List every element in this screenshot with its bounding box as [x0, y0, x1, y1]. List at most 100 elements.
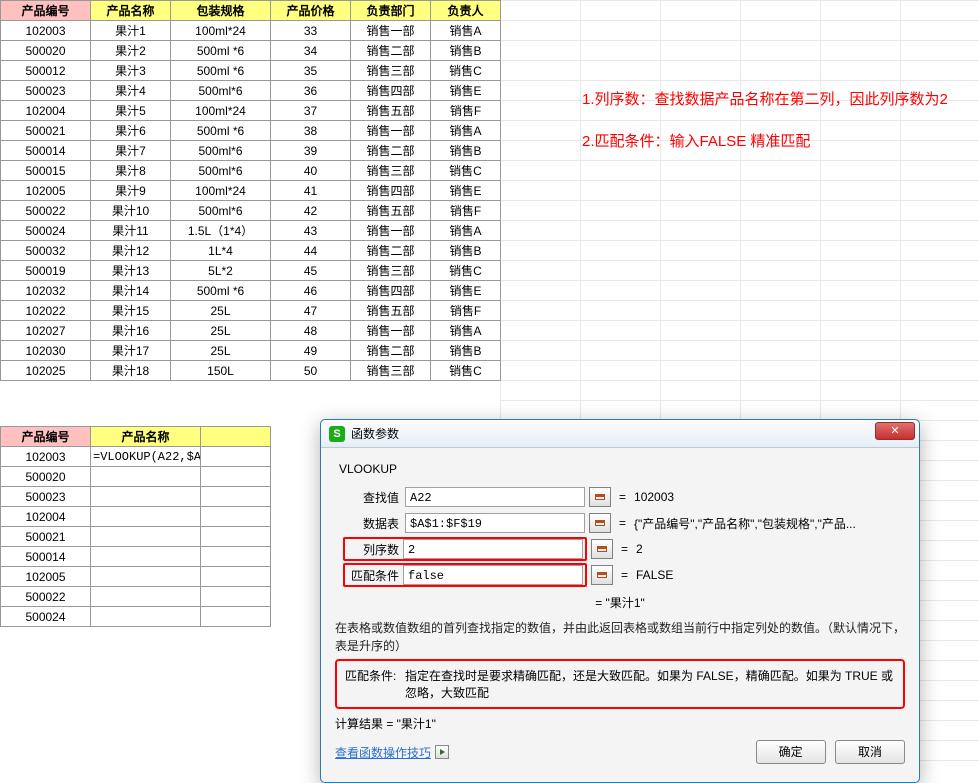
lookup-formula-cell[interactable]: [91, 527, 201, 547]
param-input[interactable]: 2: [403, 539, 583, 559]
lookup-empty-cell[interactable]: [201, 547, 271, 567]
lookup-id-cell[interactable]: 102005: [1, 567, 91, 587]
table-row[interactable]: 102003果汁1100ml*2433销售一部销售A: [1, 21, 501, 41]
dialog-titlebar[interactable]: S 函数参数 ✕: [321, 420, 919, 448]
main-header-cell[interactable]: 负责部门: [351, 1, 431, 21]
table-cell[interactable]: 42: [271, 201, 351, 221]
table-cell[interactable]: 41: [271, 181, 351, 201]
table-cell[interactable]: 果汁4: [91, 81, 171, 101]
lookup-formula-cell[interactable]: [91, 567, 201, 587]
table-row[interactable]: 500022: [1, 587, 271, 607]
table-cell[interactable]: 500012: [1, 61, 91, 81]
lookup-empty-cell[interactable]: [201, 447, 271, 467]
table-cell[interactable]: 销售B: [431, 41, 501, 61]
lookup-id-cell[interactable]: 500023: [1, 487, 91, 507]
table-cell[interactable]: 500015: [1, 161, 91, 181]
table-row[interactable]: 500020果汁2500ml *634销售二部销售B: [1, 41, 501, 61]
lookup-id-cell[interactable]: 500024: [1, 607, 91, 627]
table-row[interactable]: 500024果汁111.5L（1*4）43销售一部销售A: [1, 221, 501, 241]
table-row[interactable]: 102025果汁18150L50销售三部销售C: [1, 361, 501, 381]
table-cell[interactable]: 500ml*6: [171, 201, 271, 221]
table-cell[interactable]: 102022: [1, 301, 91, 321]
table-cell[interactable]: 500019: [1, 261, 91, 281]
lookup-formula-cell[interactable]: [91, 487, 201, 507]
table-row[interactable]: 102005: [1, 567, 271, 587]
table-cell[interactable]: 48: [271, 321, 351, 341]
cancel-button[interactable]: 取消: [835, 740, 905, 764]
table-cell[interactable]: 销售A: [431, 221, 501, 241]
table-row[interactable]: 102022果汁1525L47销售五部销售F: [1, 301, 501, 321]
table-cell[interactable]: 果汁7: [91, 141, 171, 161]
table-cell[interactable]: 25L: [171, 301, 271, 321]
table-row[interactable]: 500012果汁3500ml *635销售三部销售C: [1, 61, 501, 81]
table-cell[interactable]: 果汁1: [91, 21, 171, 41]
table-cell[interactable]: 果汁11: [91, 221, 171, 241]
table-cell[interactable]: 500ml *6: [171, 121, 271, 141]
table-cell[interactable]: 销售A: [431, 121, 501, 141]
main-data-table[interactable]: 产品编号产品名称包装规格产品价格负责部门负责人 102003果汁1100ml*2…: [0, 0, 501, 381]
table-cell[interactable]: 500022: [1, 201, 91, 221]
table-row[interactable]: 500019果汁135L*245销售三部销售C: [1, 261, 501, 281]
table-row[interactable]: 500014果汁7500ml*639销售二部销售B: [1, 141, 501, 161]
lookup-formula-cell[interactable]: [91, 507, 201, 527]
lookup-formula-cell[interactable]: [91, 467, 201, 487]
lookup-formula-cell[interactable]: [91, 587, 201, 607]
table-cell[interactable]: 销售B: [431, 141, 501, 161]
table-cell[interactable]: 45: [271, 261, 351, 281]
table-cell[interactable]: 销售B: [431, 341, 501, 361]
table-cell[interactable]: 果汁6: [91, 121, 171, 141]
table-row[interactable]: 102005果汁9100ml*2441销售四部销售E: [1, 181, 501, 201]
table-cell[interactable]: 销售A: [431, 21, 501, 41]
table-cell[interactable]: 果汁13: [91, 261, 171, 281]
table-row[interactable]: 500024: [1, 607, 271, 627]
table-cell[interactable]: 36: [271, 81, 351, 101]
table-cell[interactable]: 果汁3: [91, 61, 171, 81]
table-cell[interactable]: 销售五部: [351, 101, 431, 121]
table-cell[interactable]: 500ml *6: [171, 281, 271, 301]
table-cell[interactable]: 100ml*24: [171, 181, 271, 201]
main-header-cell[interactable]: 产品编号: [1, 1, 91, 21]
table-row[interactable]: 102032果汁14500ml *646销售四部销售E: [1, 281, 501, 301]
table-row[interactable]: 102004果汁5100ml*2437销售五部销售F: [1, 101, 501, 121]
table-cell[interactable]: 销售E: [431, 181, 501, 201]
table-cell[interactable]: 果汁9: [91, 181, 171, 201]
close-button[interactable]: ✕: [875, 422, 915, 440]
table-cell[interactable]: 果汁10: [91, 201, 171, 221]
table-cell[interactable]: 果汁15: [91, 301, 171, 321]
table-cell[interactable]: 果汁14: [91, 281, 171, 301]
range-select-button[interactable]: [591, 539, 613, 559]
table-cell[interactable]: 500032: [1, 241, 91, 261]
table-cell[interactable]: 果汁17: [91, 341, 171, 361]
table-row[interactable]: 500021: [1, 527, 271, 547]
table-cell[interactable]: 果汁16: [91, 321, 171, 341]
table-cell[interactable]: 38: [271, 121, 351, 141]
table-cell[interactable]: 销售二部: [351, 141, 431, 161]
table-cell[interactable]: 销售C: [431, 61, 501, 81]
table-cell[interactable]: 销售四部: [351, 281, 431, 301]
table-cell[interactable]: 果汁12: [91, 241, 171, 261]
lookup-table[interactable]: 产品编号产品名称 102003=VLOOKUP(A22,$A$1:$F$19,2…: [0, 426, 271, 627]
lookup-formula-cell[interactable]: [91, 607, 201, 627]
table-cell[interactable]: 销售A: [431, 321, 501, 341]
table-cell[interactable]: 49: [271, 341, 351, 361]
table-cell[interactable]: 销售C: [431, 261, 501, 281]
ok-button[interactable]: 确定: [756, 740, 826, 764]
range-select-button[interactable]: [589, 487, 611, 507]
table-cell[interactable]: 销售四部: [351, 181, 431, 201]
table-cell[interactable]: 35: [271, 61, 351, 81]
table-cell[interactable]: 销售一部: [351, 321, 431, 341]
table-row[interactable]: 102030果汁1725L49销售二部销售B: [1, 341, 501, 361]
range-select-button[interactable]: [591, 565, 613, 585]
table-cell[interactable]: 100ml*24: [171, 21, 271, 41]
table-cell[interactable]: 销售一部: [351, 121, 431, 141]
table-cell[interactable]: 销售三部: [351, 361, 431, 381]
param-input[interactable]: false: [403, 565, 583, 585]
table-cell[interactable]: 销售五部: [351, 301, 431, 321]
table-cell[interactable]: 销售五部: [351, 201, 431, 221]
table-cell[interactable]: 销售二部: [351, 41, 431, 61]
table-cell[interactable]: 1.5L（1*4）: [171, 221, 271, 241]
param-input[interactable]: $A$1:$F$19: [405, 513, 585, 533]
lookup-header-cell[interactable]: [201, 427, 271, 447]
table-cell[interactable]: 39: [271, 141, 351, 161]
table-row[interactable]: 500021果汁6500ml *638销售一部销售A: [1, 121, 501, 141]
